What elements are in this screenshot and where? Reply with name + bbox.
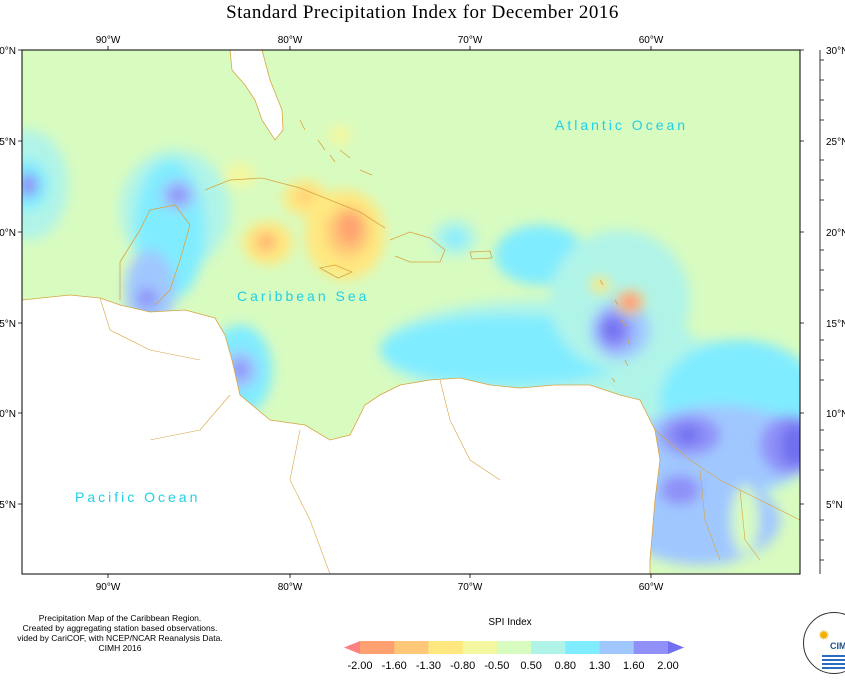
credits-block: Precipitation Map of the Caribbean Regio… xyxy=(0,613,240,653)
sun-icon: ✹ xyxy=(818,627,830,643)
legend-label: -1.60 xyxy=(381,660,407,672)
lon-label: 60°W xyxy=(639,582,664,593)
lon-labels-bottom: 90°W 80°W 70°W 60°W xyxy=(96,582,664,593)
tick-marks xyxy=(18,46,824,578)
yucatan xyxy=(119,204,191,306)
lat-label: 5°N xyxy=(0,500,16,511)
wave-icon xyxy=(822,655,845,669)
lon-label: 90°W xyxy=(96,582,121,593)
legend-label: -1.30 xyxy=(415,660,441,672)
no-data-area xyxy=(800,50,845,574)
legend-swatch xyxy=(531,641,566,654)
legend-labels: -2.00 -1.60 -1.30 -0.80 -0.50 0.50 0.80 1.30 1.6… xyxy=(347,660,682,674)
florida xyxy=(229,50,284,141)
legend-title: SPI Index xyxy=(488,617,532,628)
legend-label: 0.80 xyxy=(554,660,577,672)
puerto-rico xyxy=(469,250,493,260)
legend-swatch xyxy=(462,641,498,654)
legend-swatch xyxy=(360,641,395,654)
credit-line: Created by aggregating station based obs… xyxy=(22,623,218,633)
legend-swatch xyxy=(394,641,429,654)
legend-arrow-high xyxy=(668,641,684,654)
lat-label: 5°N xyxy=(826,500,843,511)
lat-label: 25°N xyxy=(826,137,845,148)
lon-label: 70°W xyxy=(458,35,483,46)
map-title: Standard Precipitation Index for Decembe… xyxy=(226,2,619,23)
lat-label: 20°N xyxy=(0,228,16,239)
lat-labels-right: 30°N 25°N 20°N 15°N 10°N 5°N xyxy=(826,46,845,511)
legend-label: 0.50 xyxy=(520,660,542,672)
caribbean-sea-label: Caribbean Sea xyxy=(237,288,369,304)
legend-swatch xyxy=(599,641,635,654)
lat-label: 10°N xyxy=(826,409,845,420)
lat-label: 25°N xyxy=(0,137,16,148)
land xyxy=(22,50,661,574)
lat-label: 15°N xyxy=(826,319,845,330)
cuba xyxy=(204,177,386,229)
lon-label: 80°W xyxy=(278,582,303,593)
legend-label: 1.30 xyxy=(588,660,611,672)
central-america xyxy=(22,294,661,574)
lat-labels-left: 30°N 25°N 20°N 15°N 10°N 5°N xyxy=(0,46,16,511)
bahamas xyxy=(299,119,373,176)
legend-label: 2.00 xyxy=(657,660,679,672)
lat-label: 20°N xyxy=(826,228,845,239)
legend-label: -0.50 xyxy=(484,660,510,672)
legend-swatch xyxy=(565,641,601,654)
map-frame xyxy=(21,49,801,575)
lat-label: 10°N xyxy=(0,409,16,420)
legend-label: -2.00 xyxy=(347,660,373,672)
atlantic-ocean-label: Atlantic Ocean xyxy=(555,117,688,133)
lon-label: 70°W xyxy=(458,582,483,593)
legend-swatch xyxy=(633,641,669,654)
dry-anomalies xyxy=(225,125,644,314)
credit-line: Precipitation Map of the Caribbean Regio… xyxy=(38,613,202,623)
legend-swatch xyxy=(496,641,532,654)
pacific-ocean-label: Pacific Ocean xyxy=(75,489,200,505)
south-america-borders xyxy=(99,297,800,574)
legend-label: 1.60 xyxy=(623,660,645,672)
legend-label: -0.80 xyxy=(450,660,476,672)
jamaica xyxy=(318,264,354,279)
legend-swatch xyxy=(428,641,464,654)
lat-label: 15°N xyxy=(0,319,16,330)
credit-line: CIMH 2016 xyxy=(98,643,142,653)
lon-label: 90°W xyxy=(96,35,121,46)
legend-arrow-low xyxy=(344,641,360,654)
credit-line: vided by CariCOF, with NCEP/NCAR Reanaly… xyxy=(17,633,223,643)
hispaniola xyxy=(389,231,446,263)
lon-labels-top: 90°W 80°W 70°W 60°W xyxy=(96,35,664,46)
logo-text: CIM xyxy=(830,641,845,651)
lesser-antilles xyxy=(599,279,631,383)
cimh-logo: ✹ CIM xyxy=(803,612,845,674)
lon-label: 60°W xyxy=(639,35,664,46)
legend-colorbar xyxy=(344,641,684,654)
lon-label: 80°W xyxy=(278,35,303,46)
lat-label: 30°N xyxy=(826,46,845,57)
lat-label: 30°N xyxy=(0,46,16,57)
